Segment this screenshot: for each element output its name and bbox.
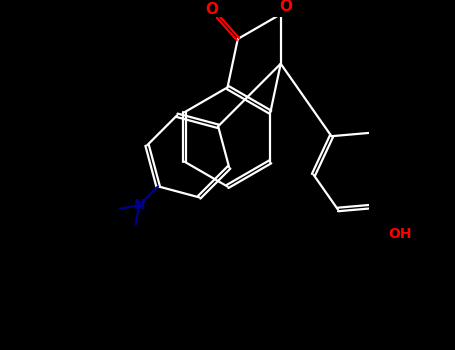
Text: OH: OH (388, 227, 412, 241)
Text: N: N (133, 198, 145, 212)
Text: O: O (206, 2, 218, 18)
Text: O: O (279, 0, 292, 14)
